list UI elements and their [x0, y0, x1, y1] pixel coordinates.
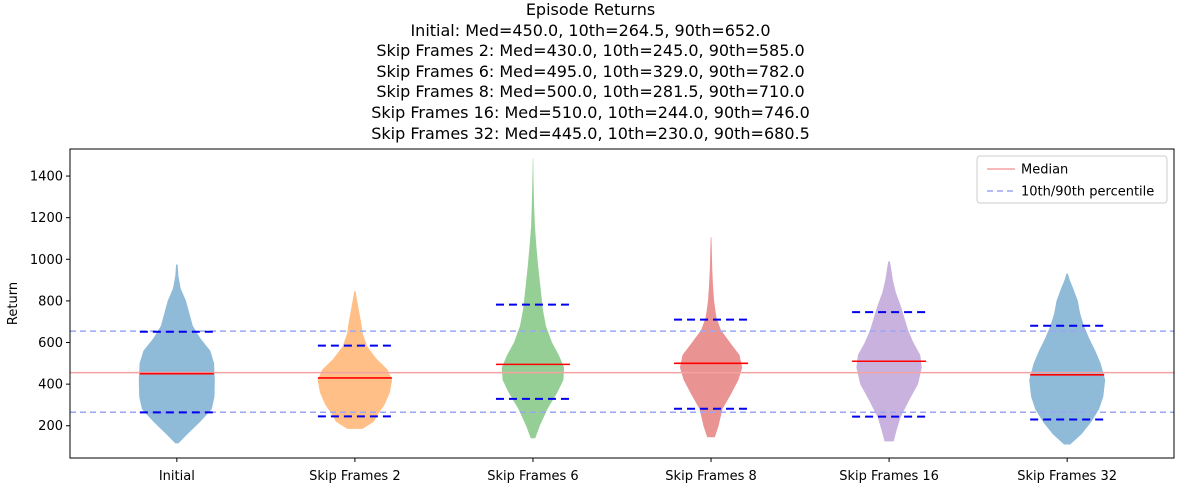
y-tick-label: 800: [38, 294, 63, 309]
subtitle-line-skip-16: Skip Frames 16: Med=510.0, 10th=244.0, 9…: [371, 102, 810, 122]
legend-median-label: Median: [1021, 163, 1068, 178]
violin-1: [317, 291, 393, 429]
legend: Median 10th/90th percentile: [976, 155, 1168, 204]
y-tick-label: 600: [38, 336, 63, 351]
y-axis: 200 400 600 800 1000 1200 1400: [30, 170, 70, 434]
x-tick-label: Skip Frames 16: [839, 469, 939, 484]
x-tick-label: Initial: [159, 469, 195, 484]
chart-title-block: Episode Returns Initial: Med=450.0, 10th…: [0, 0, 1181, 144]
subtitle-line-initial: Initial: Med=450.0, 10th=264.5, 90th=652…: [410, 20, 771, 40]
violins-layer: [138, 158, 1106, 445]
y-tick-label: 400: [38, 378, 63, 393]
y-axis-label: Return: [6, 282, 21, 325]
legend-box: [976, 155, 1168, 204]
x-tick-label: Skip Frames 32: [1017, 469, 1117, 484]
y-tick-label: 1000: [30, 253, 63, 268]
subtitle-line-skip-32: Skip Frames 32: Med=445.0, 10th=230.0, 9…: [371, 123, 810, 143]
x-tick-label: Skip Frames 6: [487, 469, 578, 484]
x-axis: Initial Skip Frames 2 Skip Frames 6 Skip Fr…: [159, 458, 1117, 484]
violin-4: [856, 261, 922, 442]
violin-5: [1029, 273, 1106, 445]
chart-title: Episode Returns: [525, 0, 656, 19]
violin-3: [679, 237, 743, 438]
percentile-markers-layer: [139, 303, 1105, 421]
violin-0: [138, 264, 215, 444]
legend-percentile-label: 10th/90th percentile: [1021, 185, 1154, 200]
axes-frame: [69, 148, 1175, 459]
subtitle-line-skip-2: Skip Frames 2: Med=430.0, 10th=245.0, 90…: [376, 41, 805, 61]
y-tick-label: 200: [38, 419, 63, 434]
x-tick-label: Skip Frames 8: [665, 469, 756, 484]
y-tick-label: 1400: [30, 170, 63, 185]
violin-2: [501, 158, 565, 439]
subtitle-line-skip-6: Skip Frames 6: Med=495.0, 10th=329.0, 90…: [376, 61, 805, 81]
subtitle-line-skip-8: Skip Frames 8: Med=500.0, 10th=281.5, 90…: [376, 82, 805, 102]
guide-lines-layer: [70, 330, 1174, 413]
x-tick-label: Skip Frames 2: [309, 469, 400, 484]
y-tick-label: 1200: [30, 211, 63, 226]
